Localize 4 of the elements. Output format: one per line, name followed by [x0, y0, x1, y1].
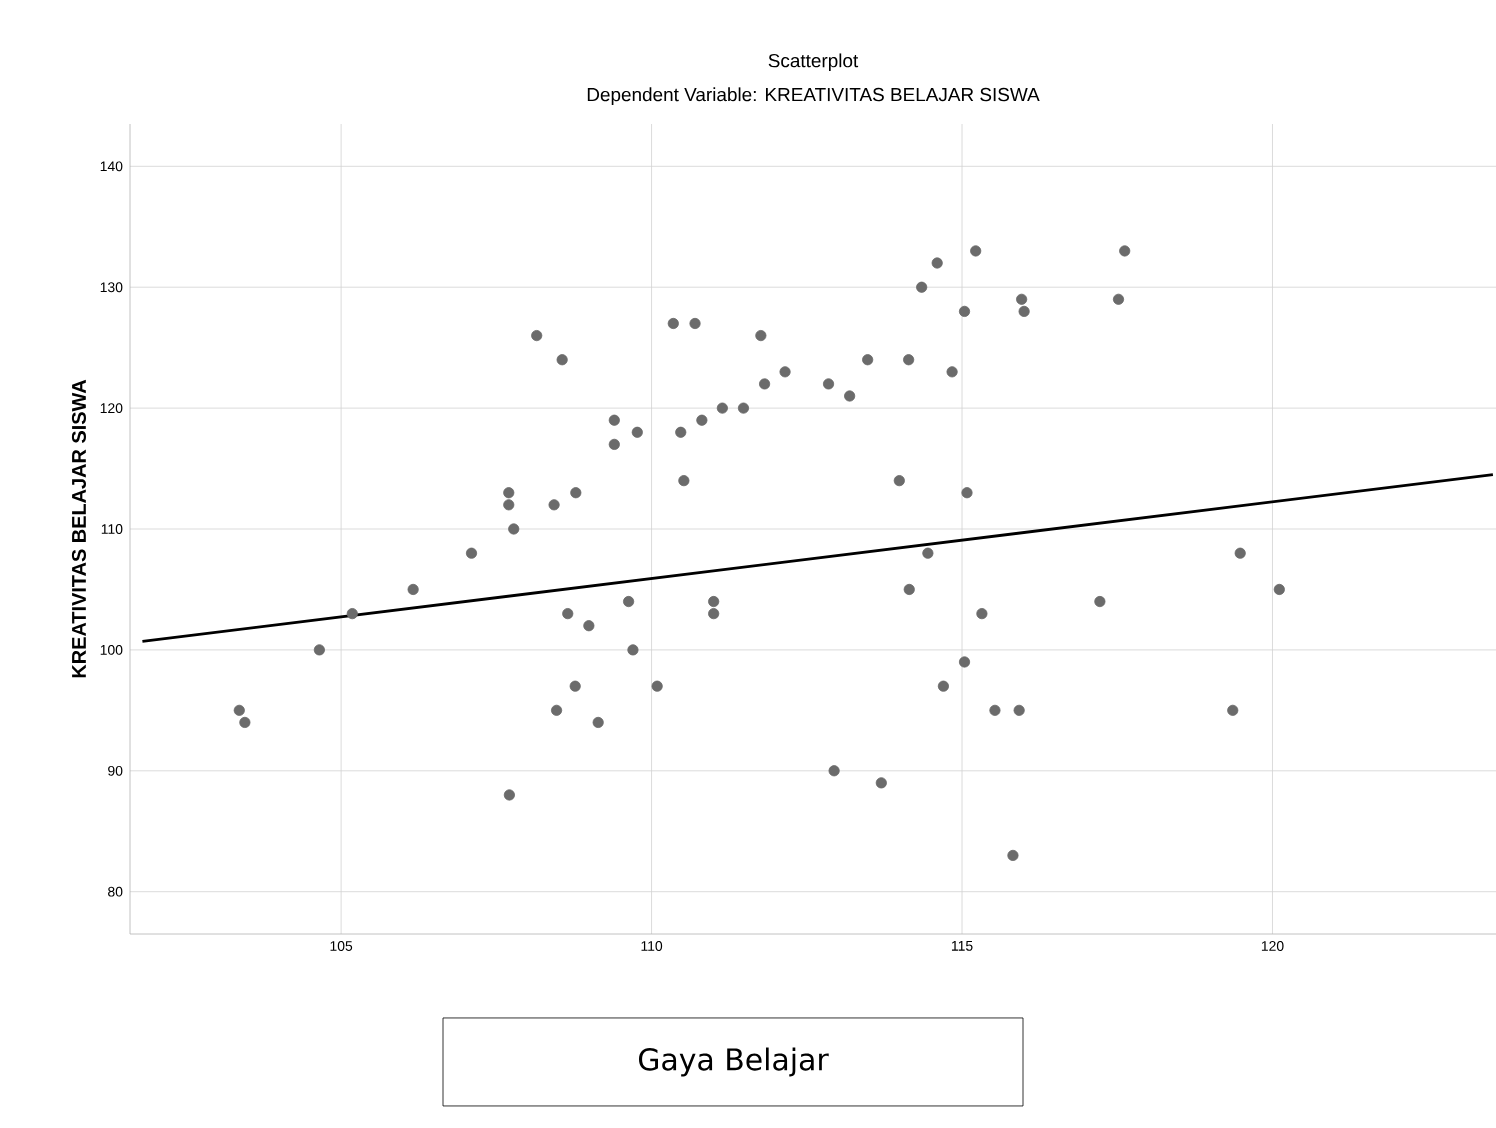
chart-title: Scatterplot	[768, 53, 859, 72]
chart-subtitle: Dependent Variable: KREATIVITAS BELAJAR SISWA	[587, 87, 1040, 106]
x-axis-title: Gaya Belajar	[638, 1047, 829, 1077]
y-axis-title: KREATIVITAS BELAJAR SISWA	[71, 379, 86, 678]
